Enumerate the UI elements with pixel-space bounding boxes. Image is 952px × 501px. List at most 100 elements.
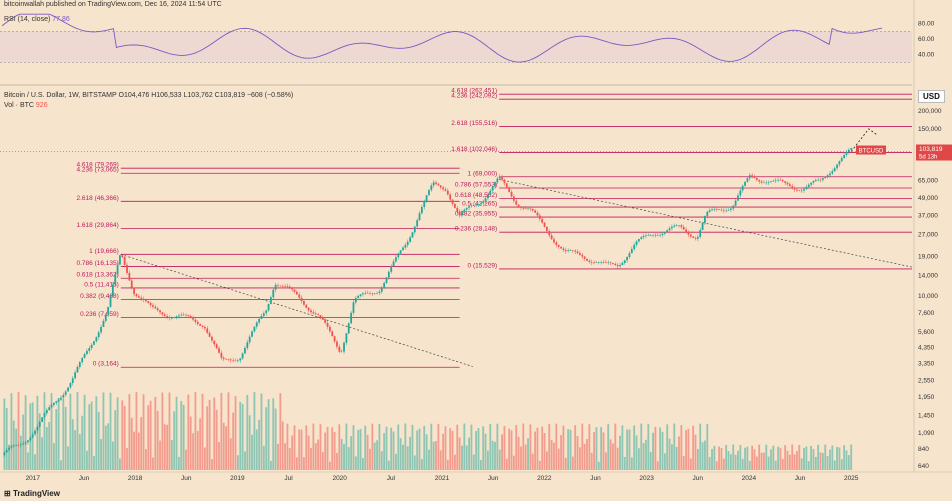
candle-body — [659, 234, 662, 236]
candle-body — [88, 348, 91, 351]
volume-bar — [423, 426, 426, 470]
volume-bar — [647, 424, 650, 470]
volume-bar — [17, 392, 20, 470]
candle-body — [777, 179, 779, 181]
candle-body — [208, 332, 211, 337]
volume-bar — [706, 423, 709, 470]
candle-body — [487, 194, 489, 199]
volume-bar — [765, 444, 768, 470]
candle-body — [654, 234, 657, 236]
volume-bar — [536, 427, 539, 470]
volume-bar — [711, 448, 713, 470]
y-axis-label: 150,000 — [918, 126, 942, 133]
candle-body — [645, 235, 647, 236]
volume-bar — [699, 423, 702, 470]
candle-body — [546, 226, 548, 232]
candle-body — [564, 250, 567, 252]
candle-body — [788, 184, 791, 187]
candle-body — [432, 182, 435, 186]
candle-body — [692, 236, 695, 238]
volume-bar — [236, 455, 239, 470]
candle-body — [114, 274, 117, 285]
volume-bar — [729, 454, 732, 470]
candle-body — [706, 211, 709, 216]
volume-bar — [15, 428, 18, 470]
volume-bar — [718, 446, 721, 470]
volume-bar — [248, 415, 251, 470]
candle-body — [555, 242, 558, 245]
candle-body — [380, 288, 383, 292]
candle-body — [34, 430, 36, 435]
volume-bar — [69, 393, 72, 470]
volume-bar — [633, 425, 636, 470]
volume-bar — [463, 423, 466, 470]
volume-bar — [387, 460, 390, 470]
y-axis-label: 10,000 — [918, 293, 938, 300]
fib-2017-label: 0.618 (13,362) — [77, 272, 119, 279]
candle-body — [189, 316, 192, 318]
candle-body — [826, 175, 829, 177]
volume-bar — [378, 423, 381, 470]
candle-body — [807, 184, 810, 187]
candle-body — [635, 241, 638, 245]
volume-bar — [43, 392, 46, 470]
fib-2021-label: 0.786 (57,553) — [455, 181, 497, 188]
candle-body — [366, 292, 369, 294]
candle-body — [246, 342, 249, 348]
volume-bar — [767, 456, 770, 470]
candle-body — [595, 262, 598, 263]
volume-bar — [114, 410, 117, 470]
volume-bar — [380, 451, 383, 470]
volume-bar — [156, 410, 159, 470]
candle-body — [175, 316, 178, 318]
candle-body — [55, 401, 58, 403]
y-axis-label: 65,000 — [918, 177, 938, 184]
volume-bar — [100, 438, 102, 470]
candle-body — [258, 318, 261, 323]
candle-body — [541, 218, 544, 223]
volume-bar — [255, 429, 258, 470]
candle-body — [517, 204, 520, 207]
candle-body — [387, 271, 390, 278]
volume-bar — [656, 461, 659, 470]
volume-bar — [628, 429, 631, 470]
volume-bar — [595, 427, 598, 470]
volume-bar — [824, 444, 827, 470]
candle-body — [718, 209, 721, 210]
volume-bar — [376, 440, 378, 470]
volume-bar — [791, 444, 794, 470]
candle-body — [798, 190, 801, 192]
candle-body — [350, 312, 353, 324]
candle-body — [239, 358, 242, 361]
candle-body — [170, 317, 173, 319]
candle-body — [272, 289, 275, 298]
tradingview-logo[interactable]: ⊞ TradingView — [4, 489, 60, 498]
volume-bar — [649, 451, 652, 470]
currency-button[interactable]: USD — [918, 90, 945, 103]
volume-bar — [550, 440, 553, 470]
volume-bar — [244, 451, 246, 470]
candle-body — [215, 344, 218, 349]
volume-bar — [390, 427, 393, 470]
volume-bar — [430, 423, 433, 470]
candle-body — [199, 323, 202, 326]
candle-body — [576, 251, 579, 254]
x-axis-label: 2020 — [332, 475, 347, 482]
volume-bar — [78, 434, 81, 470]
volume-bar — [64, 406, 67, 470]
volume-bar — [777, 446, 779, 470]
y-axis-label: 4,350 — [918, 345, 935, 352]
candle-body — [796, 189, 798, 191]
volume-bar — [3, 398, 6, 470]
volume-bar — [154, 396, 157, 470]
volume-bar — [178, 456, 180, 470]
candle-body — [102, 320, 105, 327]
candle-body — [286, 286, 289, 287]
candle-body — [538, 215, 541, 219]
volume-bar — [90, 401, 93, 470]
candle-body — [687, 232, 690, 235]
candle-body — [67, 387, 69, 392]
volume-bar — [538, 460, 541, 470]
volume-info: Vol · BTC 926 — [4, 102, 48, 109]
